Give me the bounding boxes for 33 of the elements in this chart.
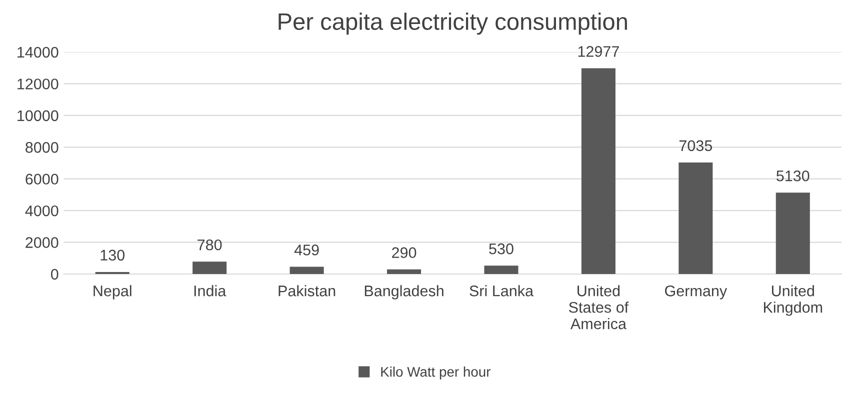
x-tick-label: Sri Lanka (470, 285, 534, 296)
data-label: 12977 (578, 46, 619, 57)
y-tick-label: 10000 (18, 110, 58, 122)
x-tick-label: Nepal (94, 285, 132, 300)
y-tick-label: 12000 (18, 78, 58, 90)
data-label: 130 (100, 250, 125, 261)
legend-label: Kilo Watt per hour (381, 366, 491, 380)
bar (484, 266, 518, 274)
x-tick-label: Pakistan (278, 285, 336, 296)
chart-title: Per capita electricity consumption (278, 12, 627, 35)
x-tick-label: India (194, 285, 226, 296)
data-label: 290 (392, 247, 416, 258)
data-label: 530 (489, 243, 514, 254)
bar (678, 162, 713, 274)
x-tick-label: United States of America (569, 285, 629, 330)
data-label: 7035 (679, 140, 712, 152)
data-label: 459 (294, 244, 319, 256)
x-tick-label: Bangladesh (364, 285, 444, 300)
bar (581, 68, 616, 274)
bar (387, 269, 422, 274)
bar (192, 262, 227, 274)
y-tick-label: 0 (50, 268, 58, 280)
y-tick-label: 14000 (18, 46, 58, 58)
bar (776, 192, 810, 274)
y-tick-label: 2000 (26, 237, 58, 248)
data-label: 5130 (776, 170, 810, 182)
x-tick-label: United Kingdom (764, 285, 822, 316)
y-tick-label: 4000 (25, 205, 58, 216)
data-label: 780 (198, 239, 222, 250)
y-tick-label: 6000 (26, 174, 58, 185)
y-tick-label: 8000 (26, 142, 58, 153)
bar (290, 266, 324, 274)
x-tick-label: Germany (665, 286, 728, 300)
